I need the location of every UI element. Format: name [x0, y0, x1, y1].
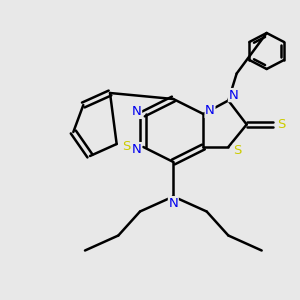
Text: N: N [169, 196, 178, 210]
Text: N: N [132, 105, 142, 119]
Text: S: S [122, 140, 130, 154]
Text: N: N [132, 142, 142, 156]
Text: S: S [278, 118, 286, 131]
Text: N: N [229, 88, 238, 102]
Text: S: S [233, 143, 242, 157]
Text: N: N [205, 104, 215, 118]
